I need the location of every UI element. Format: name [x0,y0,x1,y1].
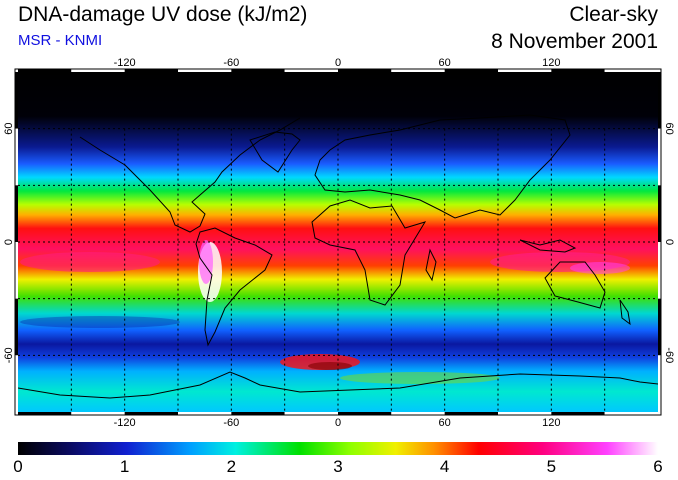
latitude-tick-label-right: -60 [663,347,675,363]
tick-labels: -120 -120 -60 -60 0 0 60 60 120 120 60 60 0 0 -60 -60 [3,57,675,429]
colorbar-tick-label: 5 [546,457,557,476]
frame-band [15,242,18,299]
frame-band [284,412,338,415]
longitude-tick-label-bottom: 60 [439,417,451,429]
longitude-tick-label-bottom: 0 [335,417,341,429]
frame-band [178,412,232,415]
longitude-tick-label-top: 0 [335,57,341,69]
frame-band [15,355,18,412]
frame-band [231,412,285,415]
frame-band [444,69,498,72]
longitude-tick-label-bottom: -120 [114,417,136,429]
frame-band [498,69,552,72]
map-subtitle: MSR - KNMI [18,32,103,49]
frame-band [658,185,661,242]
longitude-tick-label-top: -120 [114,57,136,69]
frame-band [338,412,392,415]
frame-band [15,298,18,356]
map-frame [14,68,662,416]
colorbar-tick-label: 2 [226,457,237,476]
longitude-tick-label-top: 120 [542,57,560,69]
frame-band [658,242,661,299]
frame-band [658,72,661,129]
frame-band [658,355,661,412]
frame-band [15,72,18,129]
frame-band [658,128,661,186]
latitude-tick-label-right: 60 [663,123,675,135]
frame-band [551,412,605,415]
frame-band [231,69,285,72]
frame-band [391,412,445,415]
latitude-tick-label-left: -60 [3,347,15,363]
frame-band [18,412,72,415]
frame-band [71,69,125,72]
colorbar-tick-label: 0 [13,457,23,476]
frame-band [15,128,18,186]
frame-band [498,412,552,415]
longitude-tick-label-bottom: 120 [542,417,560,429]
coastlines [18,114,658,399]
colorbar-tick-label: 3 [333,457,343,476]
frame-band [18,69,72,72]
frame-band [284,69,338,72]
graticule [18,128,658,412]
frame-band [604,412,658,415]
latitude-tick-label-left: 0 [3,239,15,245]
longitude-tick-label-top: 60 [439,57,451,69]
latitude-tick-label-left: 60 [3,123,15,135]
frame-border [14,68,662,416]
longitude-tick-label-top: -60 [223,57,239,69]
frame-band [391,69,445,72]
sky-condition-label: Clear-sky [569,3,658,26]
frame-band [551,69,605,72]
colorbar-tick-label: 6 [653,457,663,476]
colorbar [18,442,658,455]
frame-band [444,412,498,415]
colorbar-tick-label: 1 [119,457,130,476]
frame-band [71,412,125,415]
colorbar-tick-label: 4 [439,457,450,476]
frame-band [124,69,178,72]
frame-band [15,185,18,242]
frame-band [604,69,658,72]
latitude-tick-label-right: 0 [663,239,675,245]
frame-band [658,298,661,356]
frame-band [124,412,178,415]
frame-band [178,69,232,72]
frame-band [338,69,392,72]
date-label: 8 November 2001 [491,30,658,53]
longitude-tick-label-bottom: -60 [223,417,239,429]
map-title: DNA-damage UV dose (kJ/m2) [18,3,308,26]
